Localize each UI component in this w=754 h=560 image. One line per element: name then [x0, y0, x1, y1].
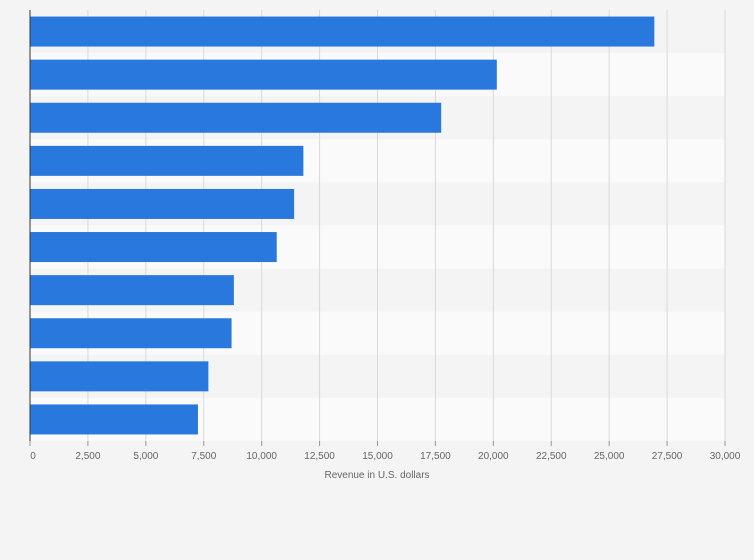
x-tick-label: 12,500	[304, 451, 335, 462]
bars	[30, 16, 655, 435]
bar[interactable]	[30, 16, 655, 47]
x-axis-title: Revenue in U.S. dollars	[324, 470, 429, 481]
x-tick-label: 0	[30, 451, 36, 462]
x-axis-ticks: 0 2,500 5,000 7,500 10,000 12,500 15,000 17,500…	[29, 441, 741, 462]
x-tick-label: 20,000	[478, 451, 509, 462]
x-tick-label: 7,500	[191, 451, 216, 462]
bar[interactable]	[30, 188, 295, 219]
bar[interactable]	[30, 59, 497, 90]
bar[interactable]	[30, 232, 277, 263]
x-tick-label: 2,500	[75, 451, 100, 462]
x-tick-label: 17,500	[420, 451, 451, 462]
bar[interactable]	[30, 275, 234, 306]
bar[interactable]	[30, 102, 442, 133]
x-tick-label: 22,500	[536, 451, 567, 462]
bar[interactable]	[30, 145, 304, 176]
x-tick-label: 30,000	[710, 451, 741, 462]
bar[interactable]	[30, 404, 198, 435]
x-tick-label: 10,000	[246, 451, 277, 462]
bar[interactable]	[30, 361, 209, 392]
x-tick-label: 5,000	[133, 451, 158, 462]
bar[interactable]	[30, 318, 232, 349]
x-tick-label: 25,000	[594, 451, 625, 462]
x-tick-label: 15,000	[362, 451, 393, 462]
x-tick-label: 27,500	[652, 451, 683, 462]
